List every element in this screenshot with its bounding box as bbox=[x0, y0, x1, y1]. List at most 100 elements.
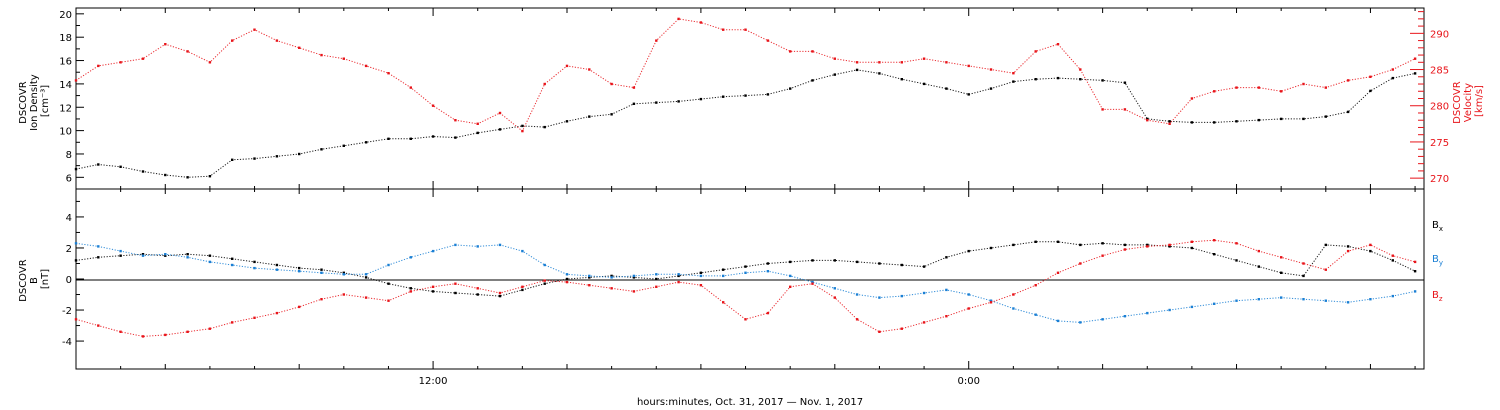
data-point-bz bbox=[922, 321, 926, 324]
data-point-bx bbox=[409, 287, 412, 290]
data-point-bx bbox=[1346, 245, 1350, 248]
data-point-bx bbox=[610, 274, 613, 278]
data-point-density bbox=[320, 148, 323, 151]
data-point-bz bbox=[275, 311, 279, 315]
data-point-by bbox=[431, 249, 435, 253]
legend-entry-by: By bbox=[1432, 254, 1443, 267]
data-point-velocity bbox=[454, 119, 457, 122]
data-point-density bbox=[1190, 121, 1194, 124]
data-point-velocity bbox=[789, 50, 792, 53]
data-point-bz bbox=[1235, 242, 1238, 245]
data-point-by bbox=[1302, 298, 1305, 301]
data-point-by bbox=[1213, 302, 1216, 305]
data-point-by bbox=[521, 249, 524, 253]
axis-title-line: [nT] bbox=[40, 269, 51, 289]
data-point-bx bbox=[543, 282, 546, 285]
y-tick-label: 270 bbox=[1430, 174, 1449, 185]
data-point-bx bbox=[945, 256, 948, 259]
y-tick-label: 290 bbox=[1430, 29, 1449, 40]
data-point-by bbox=[1101, 318, 1104, 321]
data-point-bz bbox=[186, 330, 189, 333]
data-point-bx bbox=[387, 282, 390, 285]
data-point-velocity bbox=[989, 68, 993, 71]
data-point-velocity bbox=[1302, 82, 1305, 86]
data-point-bx bbox=[677, 274, 680, 278]
data-point-density bbox=[989, 87, 993, 90]
data-point-density bbox=[722, 95, 725, 98]
y-tick-label: -4 bbox=[62, 337, 72, 348]
data-point-velocity bbox=[231, 39, 234, 42]
data-point-density bbox=[409, 137, 412, 140]
data-point-bz bbox=[722, 301, 725, 304]
data-point-bz bbox=[1324, 268, 1327, 271]
data-point-density bbox=[789, 87, 792, 90]
data-point-velocity bbox=[565, 64, 569, 68]
data-point-velocity bbox=[699, 21, 703, 24]
data-point-bx bbox=[97, 256, 100, 259]
data-point-density bbox=[744, 94, 747, 97]
data-point-by bbox=[811, 280, 814, 284]
data-point-density bbox=[1012, 80, 1015, 83]
y-tick-label: 2 bbox=[66, 244, 72, 255]
data-point-density bbox=[766, 93, 770, 96]
data-point-bz bbox=[231, 321, 234, 324]
data-point-bx bbox=[1324, 243, 1327, 247]
data-point-bz bbox=[766, 311, 770, 315]
data-point-bx bbox=[1168, 245, 1171, 248]
data-point-velocity bbox=[141, 57, 145, 60]
data-point-by bbox=[1257, 298, 1260, 301]
data-point-density bbox=[1079, 78, 1082, 81]
data-point-bz bbox=[543, 279, 546, 282]
data-point-bx bbox=[521, 288, 524, 292]
data-point-by bbox=[231, 263, 234, 267]
data-point-velocity bbox=[253, 28, 256, 31]
data-point-velocity bbox=[1056, 43, 1060, 46]
data-point-bx bbox=[298, 266, 301, 270]
data-point-velocity bbox=[1324, 86, 1327, 89]
data-point-bx bbox=[1280, 271, 1283, 274]
data-point-velocity bbox=[298, 46, 301, 49]
data-point-velocity bbox=[811, 50, 814, 53]
axis-title-line: DSCOVR bbox=[18, 259, 29, 302]
legend-label: B bbox=[1432, 220, 1439, 231]
data-point-density bbox=[521, 124, 524, 128]
data-point-bz bbox=[855, 318, 859, 321]
data-point-velocity bbox=[409, 86, 412, 89]
data-point-density bbox=[855, 68, 859, 72]
data-point-velocity bbox=[97, 64, 100, 68]
data-point-density bbox=[1280, 117, 1283, 121]
bottom-left-axis-title: DSCOVR B [nT] bbox=[18, 256, 51, 302]
data-point-bz bbox=[1034, 284, 1037, 287]
data-point-by bbox=[119, 249, 122, 253]
legend-entry-bx: Bx bbox=[1432, 220, 1443, 233]
data-point-bx bbox=[811, 259, 814, 262]
data-point-velocity bbox=[208, 61, 212, 64]
data-point-bz bbox=[878, 330, 881, 333]
data-point-by bbox=[900, 294, 903, 298]
data-point-bz bbox=[1123, 248, 1127, 251]
data-point-by bbox=[677, 273, 680, 276]
data-point-by bbox=[164, 253, 167, 256]
data-point-by bbox=[498, 243, 502, 247]
data-point-bz bbox=[789, 285, 792, 288]
data-point-bx bbox=[789, 260, 792, 264]
data-point-density bbox=[97, 163, 100, 166]
data-point-bz bbox=[342, 293, 345, 296]
data-point-velocity bbox=[922, 57, 926, 60]
data-point-density bbox=[878, 72, 881, 75]
data-point-bz bbox=[431, 285, 435, 288]
data-point-by bbox=[766, 270, 770, 273]
data-point-bx bbox=[1235, 259, 1238, 262]
data-point-velocity bbox=[855, 61, 859, 64]
data-point-by bbox=[632, 274, 636, 278]
data-point-bx bbox=[722, 268, 725, 271]
x-tick-label: 0:00 bbox=[957, 376, 979, 387]
data-point-bz bbox=[298, 305, 301, 309]
data-point-velocity bbox=[833, 57, 836, 60]
data-point-density bbox=[1146, 117, 1149, 121]
data-point-bz bbox=[989, 301, 993, 304]
data-point-bx bbox=[1213, 253, 1216, 256]
data-point-velocity bbox=[1146, 119, 1149, 122]
data-point-density bbox=[1302, 117, 1305, 121]
